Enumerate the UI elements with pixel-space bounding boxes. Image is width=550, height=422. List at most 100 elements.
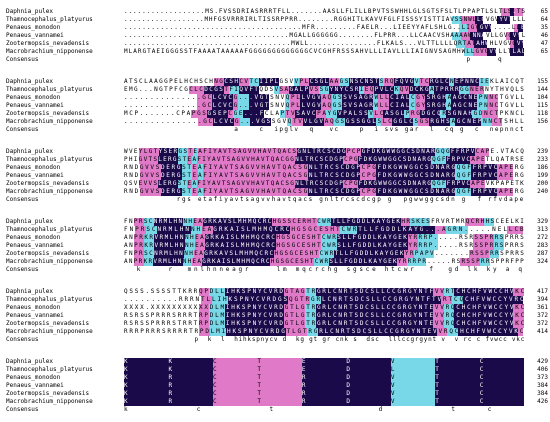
residue-cell [417,226,424,234]
residue-cell [243,110,249,118]
residue-cell [339,118,345,126]
residue-cell [504,78,509,86]
residue-cell [377,24,383,32]
sequence-text: MCP.......CPAPGSGSEPCGE...FCLAPTVSAVCPAY… [124,110,526,117]
residue-cell [173,8,178,16]
sequence-row: Thamnocephalus_platyurus FNPRSCNRMLHNNHEA… [0,226,550,234]
residue-cell [368,24,374,32]
residue-cell [424,250,429,258]
residue-cell [303,48,308,56]
position-number: 313 [537,226,548,233]
residue-cell [365,164,371,172]
residue-cell [390,32,395,40]
residue-cell [248,94,254,102]
residue-cell [172,258,178,266]
residue-cell [443,320,450,328]
residue-cell [248,32,253,40]
residue-cell [433,320,439,328]
residue-cell [372,16,377,24]
residue-cell [372,242,378,250]
residue-cell [289,180,295,188]
residue-cell [209,78,214,86]
residue-cell [387,258,393,266]
residue-cell [177,328,184,336]
residue-cell [437,40,443,48]
residue-cell [506,328,513,336]
residue-cell [467,226,474,234]
residue-cell [260,180,266,188]
residue-cell [517,328,523,336]
residue-cell [385,218,391,226]
residue-cell [124,304,130,312]
residue-cell [206,156,212,164]
residue-cell [427,48,432,56]
residue-cell [479,78,484,86]
residue-cell [378,94,384,102]
residue-cell [166,320,172,328]
residue-cell [234,86,239,94]
residue-cell [150,172,156,180]
species-name: Consensus [6,336,39,343]
residue-cell [377,242,383,250]
residue-cell [378,110,384,118]
residue-cell [444,250,449,258]
residue-cell [323,24,328,32]
residue-cell [458,328,464,336]
residue-cell [402,172,408,180]
residue-cell [468,296,474,304]
residue-cell [255,234,261,242]
residue-cell [488,242,494,250]
residue-cell [321,288,327,296]
residue-cell [502,304,508,312]
residue-cell [514,8,519,16]
residue-cell [358,258,363,266]
conservation-shading [124,32,524,40]
residue-cell [310,288,316,296]
residue-cell [453,242,459,250]
residue-cell [240,234,246,242]
residue-cell [201,110,207,118]
residue-cell [231,180,237,188]
residue-cell [473,48,478,56]
residue-cell [261,16,266,24]
sequence-row: Penaeus_monodon ...............GCLCVCG...… [0,94,550,102]
residue-cell [339,328,346,336]
residue-cell [419,8,425,16]
residue-cell [255,296,261,304]
sequence-text: .....................................MGA… [124,32,527,39]
residue-cell [404,110,410,118]
residue-cell [218,172,224,180]
residue-cell [257,382,302,390]
residue-cell [402,242,408,250]
residue-cell [475,172,481,180]
sequence-segment: ANPRKRVRMLHNNHEAGRKAISLMHMQCRCHGSGCESHTC… [124,234,524,242]
residue-cell [164,250,169,258]
residue-cell [289,8,295,16]
residue-cell [124,382,169,390]
residue-cell [321,40,326,48]
residue-cell [512,312,519,320]
residue-cell [271,296,278,304]
residue-cell [349,78,354,86]
residue-cell [143,218,149,226]
residue-cell [475,118,481,126]
residue-cell [433,164,439,172]
residue-cell [439,188,445,196]
residue-cell [514,218,519,226]
residue-cell [177,32,182,40]
residue-cell [179,78,184,86]
residue-cell [179,242,185,250]
residue-cell [443,312,450,320]
residue-cell [408,296,414,304]
residue-cell [211,180,217,188]
residue-cell [406,180,412,188]
residue-cell [211,258,217,266]
residue-cell [440,48,446,56]
residue-cell [496,8,501,16]
residue-cell [346,234,352,242]
residue-cell [295,94,301,102]
residue-cell [449,304,455,312]
residue-cell [218,8,223,16]
residue-cell [173,148,179,156]
residue-cell [171,312,178,320]
